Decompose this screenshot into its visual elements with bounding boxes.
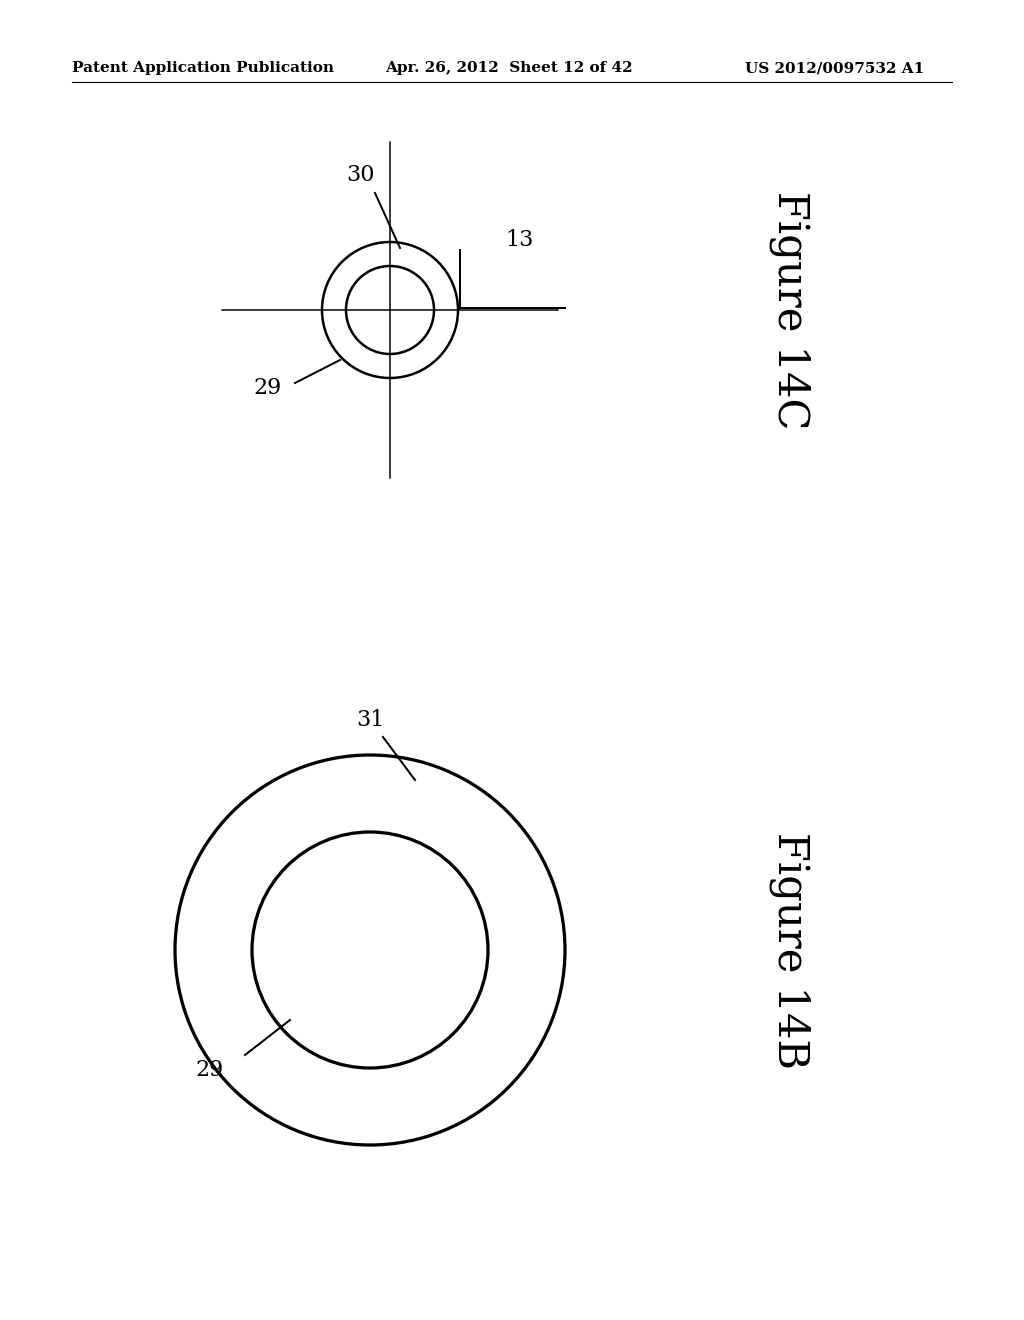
Text: Apr. 26, 2012  Sheet 12 of 42: Apr. 26, 2012 Sheet 12 of 42 (385, 61, 633, 75)
Text: 13: 13 (506, 228, 535, 251)
Text: Figure 14C: Figure 14C (769, 191, 811, 429)
Text: 29: 29 (196, 1059, 224, 1081)
Text: Figure 14B: Figure 14B (769, 832, 811, 1068)
Text: Patent Application Publication: Patent Application Publication (72, 61, 334, 75)
Text: 30: 30 (346, 164, 374, 186)
Text: 31: 31 (355, 709, 384, 731)
Text: US 2012/0097532 A1: US 2012/0097532 A1 (745, 61, 925, 75)
Text: 29: 29 (254, 378, 283, 399)
